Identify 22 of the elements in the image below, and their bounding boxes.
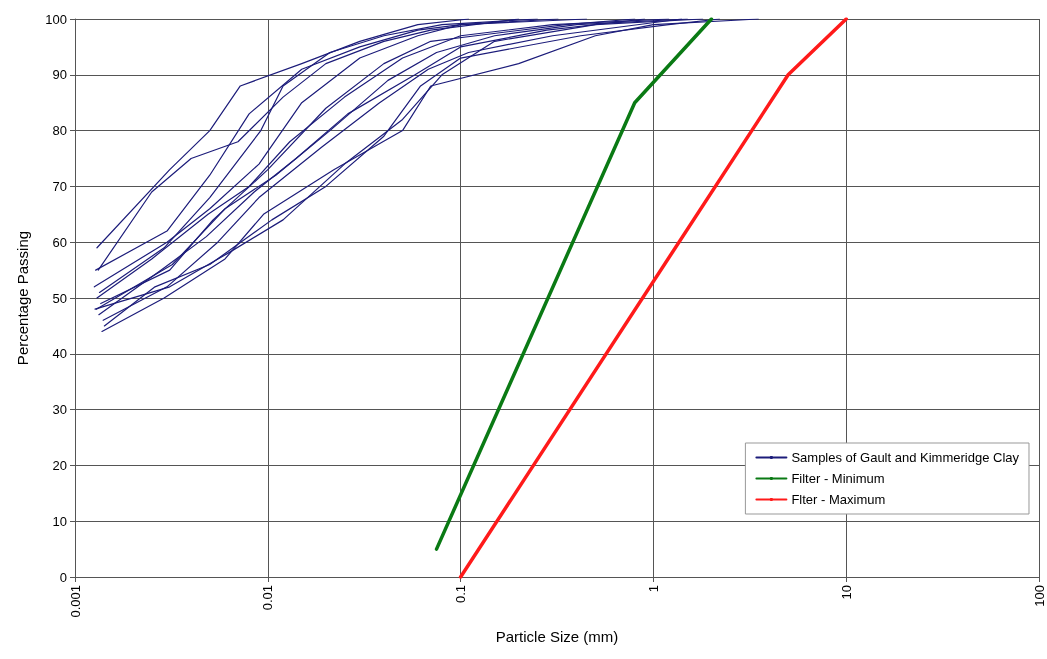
x-tick-label: 100 (1031, 585, 1047, 607)
y-tick-label: 90 (52, 67, 67, 83)
y-tick-label: 0 (59, 569, 67, 585)
x-axis-title: Particle Size (mm) (495, 628, 619, 645)
x-tick-label: 0.001 (67, 585, 83, 618)
y-tick-label: 40 (52, 346, 67, 362)
x-tick-label: 1 (645, 585, 661, 593)
y-tick-label: 60 (52, 234, 67, 250)
y-tick-label: 20 (52, 457, 67, 473)
legend-label: Filter - Minimum (791, 471, 885, 486)
y-tick-label: 70 (52, 178, 67, 194)
legend-label: Samples of Gault and Kimmeridge Clay (791, 450, 1020, 465)
y-tick-label: 80 (52, 123, 67, 139)
y-tick-label: 30 (52, 402, 67, 418)
x-tick-label: 10 (838, 585, 854, 600)
x-tick-label: 0.01 (260, 585, 276, 611)
y-axis-title: Percentage Passing (14, 230, 31, 366)
y-tick-label: 100 (45, 11, 67, 27)
y-tick-label: 10 (52, 513, 67, 529)
legend-label: Flter - Maximum (791, 492, 886, 507)
x-tick-label: 0.1 (453, 585, 469, 604)
y-tick-label: 50 (52, 290, 67, 306)
